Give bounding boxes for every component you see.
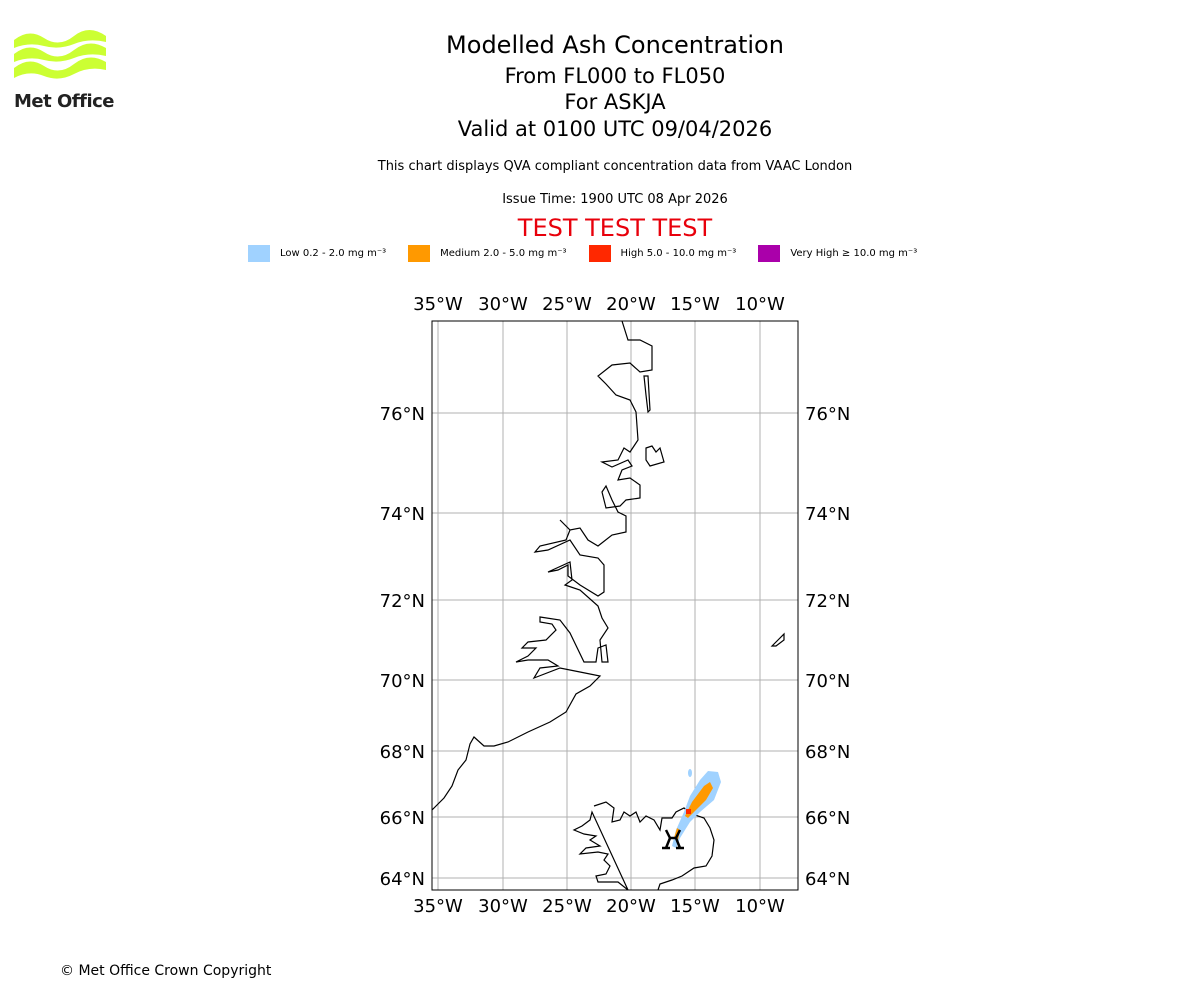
- legend: Low 0.2 - 2.0 mg m⁻³ Medium 2.0 - 5.0 mg…: [248, 245, 939, 262]
- description: This chart displays QVA compliant concen…: [377, 159, 853, 174]
- legend-item-medium: Medium 2.0 - 5.0 mg m⁻³: [408, 245, 567, 262]
- greenland-coastline: [432, 321, 653, 811]
- lat-tick-label: 74°N: [805, 504, 850, 525]
- lat-tick-label: 64°N: [805, 869, 850, 890]
- ash-plume: [672, 769, 721, 848]
- lon-tick-label: 20°W: [606, 294, 656, 315]
- legend-item-high: High 5.0 - 10.0 mg m⁻³: [588, 245, 737, 262]
- legend-swatch: [758, 245, 781, 262]
- lon-tick-label: 10°W: [735, 896, 785, 917]
- lon-tick-label: 35°W: [413, 294, 463, 315]
- lon-tick-label: 30°W: [478, 294, 528, 315]
- valid-time: Valid at 0100 UTC 09/04/2026: [457, 117, 773, 141]
- lat-tick-label: 76°N: [805, 404, 850, 425]
- issue-time: Issue Time: 1900 UTC 08 Apr 2026: [502, 192, 728, 207]
- lat-tick-label: 72°N: [380, 591, 425, 612]
- lat-tick-label: 72°N: [805, 591, 850, 612]
- lat-tick-label: 68°N: [805, 742, 850, 763]
- lat-tick-label: 70°N: [380, 671, 425, 692]
- met-office-logo: [14, 30, 106, 92]
- legend-item-very-high: Very High ≥ 10.0 mg m⁻³: [758, 245, 917, 262]
- ash-low-patch: [688, 769, 692, 777]
- lat-tick-label: 64°N: [380, 869, 425, 890]
- lat-tick-label: 66°N: [805, 808, 850, 829]
- ash-high: [686, 809, 691, 814]
- lon-tick-label: 15°W: [670, 896, 720, 917]
- flight-levels: From FL000 to FL050: [504, 64, 726, 88]
- legend-label: Very High ≥ 10.0 mg m⁻³: [790, 248, 918, 259]
- legend-label: Medium 2.0 - 5.0 mg m⁻³: [440, 248, 567, 259]
- lon-tick-label: 20°W: [606, 896, 656, 917]
- lon-tick-label: 15°W: [670, 294, 720, 315]
- volcano-name: For ASKJA: [564, 90, 666, 114]
- lat-tick-label: 76°N: [380, 404, 425, 425]
- lat-tick-label: 66°N: [380, 808, 425, 829]
- island-jan-mayen: [770, 632, 785, 647]
- test-banner: TEST TEST TEST: [517, 214, 713, 242]
- island-svalbard-fragment: [643, 375, 651, 414]
- map-frame: [431, 320, 799, 891]
- lon-tick-label: 10°W: [735, 294, 785, 315]
- legend-swatch: [588, 245, 611, 262]
- lat-tick-label: 70°N: [805, 671, 850, 692]
- lat-tick-label: 74°N: [380, 504, 425, 525]
- lon-tick-label: 25°W: [542, 896, 592, 917]
- legend-label: Low 0.2 - 2.0 mg m⁻³: [280, 248, 387, 259]
- lon-tick-label: 30°W: [478, 896, 528, 917]
- copyright: © Met Office Crown Copyright: [60, 963, 272, 979]
- chart-title: Modelled Ash Concentration: [446, 31, 784, 59]
- legend-item-low: Low 0.2 - 2.0 mg m⁻³: [248, 245, 386, 262]
- gridlines: [432, 321, 798, 890]
- legend-label: High 5.0 - 10.0 mg m⁻³: [620, 248, 737, 259]
- met-office-logo-text: Met Office: [14, 91, 115, 112]
- lon-tick-label: 35°W: [413, 896, 463, 917]
- lat-tick-label: 68°N: [380, 742, 425, 763]
- island-fragment: [645, 445, 665, 467]
- ash-medium: [685, 782, 713, 818]
- legend-swatch: [408, 245, 431, 262]
- lon-tick-label: 25°W: [542, 294, 592, 315]
- volcano-icon: [662, 829, 684, 850]
- coastlines: [432, 321, 785, 890]
- legend-swatch: [248, 245, 270, 262]
- iceland-coastline: [572, 801, 715, 890]
